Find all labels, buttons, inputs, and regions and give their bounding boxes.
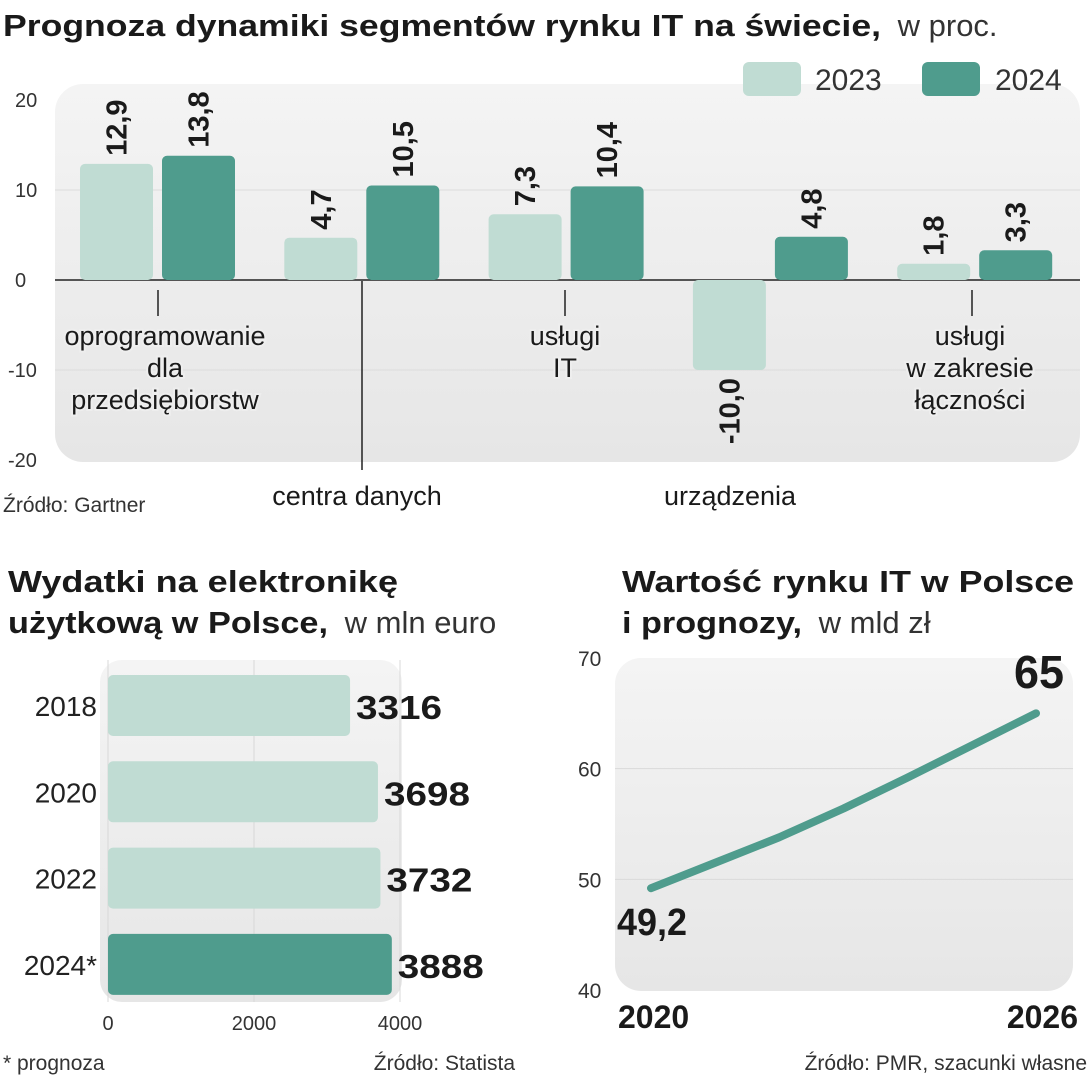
bar-value-label: -10,0: [714, 378, 746, 444]
bar-2024: [162, 155, 235, 280]
chart1-title-main: Prognoza dynamiki segmentów rynku IT na …: [3, 8, 881, 43]
chart1-bars: 12,9 13,8 4,7 10,5 7,3 10,4 -10,0 4,8 1,8 3,3: [80, 91, 1053, 444]
x-tick-label: 2020: [618, 999, 689, 1035]
chart3-title-line2-main: i prognozy,: [622, 605, 802, 640]
category-label: 2022: [35, 864, 97, 895]
chart1-y-ticks: 20 10 0 -10 -20: [8, 90, 37, 472]
chart3-title-unit: w mld zł: [818, 605, 931, 640]
chart3-panel: [615, 658, 1073, 991]
bar-value-label: 1,8: [919, 215, 951, 255]
category-label: 2018: [35, 691, 97, 722]
chart1-title-unit: w proc.: [897, 8, 998, 43]
bar-value-label: 10,4: [592, 122, 624, 178]
bar-value-label: 4,8: [796, 188, 828, 228]
chart1-panel: [55, 84, 1080, 462]
category-label: 2020: [35, 777, 97, 808]
y-tick-label: 20: [15, 90, 37, 112]
y-tick-label: -20: [8, 450, 37, 472]
chart2-title-unit: w mln euro: [344, 605, 497, 640]
y-tick-label: 60: [578, 759, 601, 782]
category-label: dla: [147, 353, 184, 383]
y-tick-label: 40: [578, 980, 601, 1003]
category-label: urządzenia: [664, 481, 797, 511]
chart2-source: Źródło: Statista: [374, 1052, 516, 1075]
legend-label-2023: 2023: [815, 64, 882, 97]
bar-value-label: 3732: [386, 862, 472, 899]
bar-value-label: 12,9: [102, 99, 134, 155]
bar: [108, 933, 392, 995]
start-value-label: 49,2: [617, 902, 687, 944]
chart3-source: Źródło: PMR, szacunki własne: [805, 1052, 1087, 1075]
category-label: usługi: [935, 321, 1006, 351]
y-tick-label: 0: [15, 270, 26, 292]
bar-value-label: 3,3: [1001, 202, 1033, 242]
bar-value-label: 3698: [384, 775, 470, 812]
y-tick-label: 10: [15, 180, 37, 202]
bar-2024: [979, 250, 1053, 280]
bar-2023: [284, 237, 358, 280]
bar-value-label: 4,7: [306, 189, 338, 229]
bar-value-label: 3888: [398, 948, 484, 985]
bar-value-label: 3316: [356, 689, 442, 726]
y-tick-label: 50: [578, 869, 601, 892]
bar: [108, 847, 381, 909]
category-label: oprogramowanie: [64, 321, 265, 351]
chart3-title-line2: i prognozy, w mld zł: [622, 605, 931, 640]
bar-value-label: 10,5: [388, 121, 420, 177]
category-label: usługi: [530, 321, 601, 351]
legend-label-2024: 2024: [995, 64, 1062, 97]
chart2-title-line2: użytkową w Polsce, w mln euro: [8, 605, 496, 640]
bar-2024: [570, 186, 644, 280]
chart1-title: Prognoza dynamiki segmentów rynku IT na …: [3, 8, 998, 43]
chart1-legend: 2023 2024: [743, 62, 1062, 97]
bar-2024: [366, 185, 440, 280]
bar-2023: [897, 263, 971, 280]
category-label: IT: [553, 353, 577, 383]
category-label: centra danych: [272, 481, 442, 511]
chart2-footnote: * prognoza: [3, 1052, 105, 1075]
bar-value-label: 7,3: [510, 166, 542, 206]
bar-2023: [80, 163, 153, 280]
chart2-plot: 0 2000 4000 2018 3316 2020 3698 2022 3732 2024* 38…: [24, 660, 484, 1035]
chart3-plot: 70 60 50 40 49,2 65 2020 2026: [578, 646, 1078, 1035]
chart2-panel: [100, 660, 402, 1002]
chart3-title-line1: Wartość rynku IT w Polsce: [622, 564, 1074, 599]
chart2-title-line1: Wydatki na elektronikę: [8, 564, 398, 599]
bar-2024: [774, 236, 848, 280]
chart1-source: Źródło: Gartner: [3, 494, 145, 517]
legend-swatch-2023: [743, 62, 801, 96]
x-tick-label: 0: [102, 1013, 113, 1035]
bar-2023: [488, 214, 562, 280]
legend-swatch-2024: [922, 62, 980, 96]
y-tick-label: -10: [8, 360, 37, 382]
category-label: 2024*: [24, 950, 97, 981]
end-value-label: 65: [1014, 646, 1064, 698]
bar-value-label: 13,8: [184, 91, 216, 147]
category-label: łączności: [914, 385, 1025, 415]
x-tick-label: 4000: [378, 1013, 423, 1035]
x-tick-label: 2000: [232, 1013, 277, 1035]
category-label: przedsiębiorstw: [71, 385, 259, 415]
chart2-title-line2-main: użytkową w Polsce,: [8, 605, 328, 640]
category-label: w zakresie: [905, 353, 1034, 383]
bar-2023: [692, 280, 766, 370]
y-tick-label: 70: [578, 648, 601, 671]
bar: [108, 761, 378, 823]
bar: [108, 675, 351, 736]
x-tick-label: 2026: [1007, 999, 1078, 1035]
